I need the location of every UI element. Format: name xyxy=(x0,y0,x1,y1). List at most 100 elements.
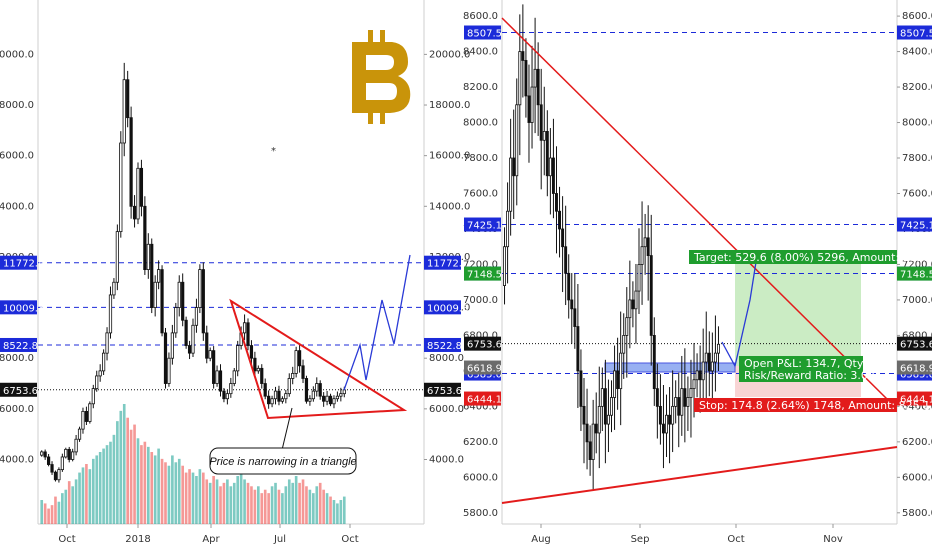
extra-price-tag-text: 7148.5 xyxy=(900,270,932,281)
candle-body xyxy=(512,157,516,177)
volume-bar xyxy=(109,441,112,524)
volume-bar xyxy=(50,505,54,524)
price-level-tag xyxy=(424,255,461,270)
volume-bar xyxy=(136,438,140,524)
candle-body xyxy=(545,131,549,177)
projected-path xyxy=(343,254,411,391)
candle-body xyxy=(646,237,650,256)
right-price-levels: 8507.58507.57425.17425.17148.87148.86753… xyxy=(464,25,932,406)
price-level-tag-text: 6753.6 xyxy=(900,340,932,351)
price-level-tag-text: 6753.6 xyxy=(467,340,502,351)
candle-body xyxy=(628,299,632,319)
y-tick-label: 18000.0 xyxy=(0,100,34,111)
volume-bar xyxy=(153,455,157,524)
volume-bar xyxy=(57,501,61,524)
candle-body xyxy=(91,388,95,405)
candle-body xyxy=(652,335,656,390)
projected-path-right xyxy=(721,261,757,368)
candle-body xyxy=(191,324,195,354)
volume-bar xyxy=(325,493,329,524)
candle-body xyxy=(225,393,229,400)
y-tick-label: 7200.0 xyxy=(463,259,498,270)
candle-body xyxy=(98,370,102,377)
callout-text: Price is narrowing in a triangle xyxy=(209,456,356,468)
price-level-tag-text: 7425.1 xyxy=(467,221,502,232)
candle-body xyxy=(129,117,133,207)
candle-body xyxy=(205,332,209,359)
candle-body xyxy=(249,345,254,359)
candle-body xyxy=(686,397,690,407)
candle-body xyxy=(57,469,61,481)
candle-body xyxy=(335,395,340,400)
volume-bar xyxy=(336,503,339,524)
candle-body xyxy=(105,332,109,354)
y-tick-label: 16000.0 xyxy=(0,151,34,162)
candle-body xyxy=(704,352,708,363)
candle-body xyxy=(649,255,653,336)
candle-body xyxy=(606,414,610,425)
y-tick-label: 20000.0 xyxy=(0,49,34,60)
price-level-tag xyxy=(424,382,461,397)
volume-bar xyxy=(322,489,325,524)
volume-bar xyxy=(222,482,226,524)
candle-body xyxy=(594,423,598,434)
candle-body xyxy=(655,388,659,407)
extra-price-tag-text: 6618.9 xyxy=(467,364,502,375)
price-level-tag xyxy=(464,217,501,232)
price-level-tag-text: 8507.5 xyxy=(467,29,502,40)
candle-body xyxy=(558,210,562,230)
candle-body xyxy=(270,398,274,405)
price-level-tag xyxy=(0,255,37,270)
volume-bar xyxy=(195,476,198,524)
candle-body xyxy=(582,405,586,425)
target-text: Target: 529.6 (8.00%) 5296, Amount: 1529 xyxy=(693,251,931,264)
target-zone xyxy=(735,262,861,366)
candle-body xyxy=(215,370,219,384)
y-tick-label: 8400.0 xyxy=(463,47,498,58)
candle-body xyxy=(613,370,617,398)
x-tick-label: Oct xyxy=(58,534,75,545)
y-tick-label: 5800.0 xyxy=(463,508,498,519)
candle-body xyxy=(698,370,702,381)
volume-bar xyxy=(98,452,102,524)
y-tick-label: 7800.0 xyxy=(463,153,498,164)
candle-body xyxy=(222,390,226,400)
candle-body xyxy=(640,246,644,265)
volume-bar xyxy=(301,479,305,524)
volume-bar xyxy=(267,493,270,524)
candle-body xyxy=(634,290,638,310)
extra-price-tag xyxy=(897,266,932,281)
candle-body xyxy=(339,393,343,397)
candle-body xyxy=(701,361,705,381)
candle-body xyxy=(328,395,333,405)
y-tick-label: 6000.0 xyxy=(0,404,34,415)
x-tick-label: 2018 xyxy=(125,534,150,545)
candle-body xyxy=(536,68,540,106)
y-tick-label: 6200.0 xyxy=(902,437,932,448)
candle-body xyxy=(294,350,298,374)
y-tick-label: 6800.0 xyxy=(463,330,498,341)
candle-body xyxy=(585,423,589,443)
volume-bar xyxy=(174,462,178,524)
candle-body xyxy=(201,269,205,334)
candle-body xyxy=(576,326,580,372)
price-level-tag xyxy=(424,337,461,352)
candle-body xyxy=(170,332,174,359)
volume-bar xyxy=(287,479,291,524)
y-tick-label: 5800.0 xyxy=(902,508,932,519)
candle-body xyxy=(263,383,267,397)
candle-body xyxy=(315,383,319,392)
volume-bar xyxy=(164,462,167,524)
volume-bar xyxy=(312,493,315,524)
candle-body xyxy=(208,350,212,359)
candle-body xyxy=(163,332,168,384)
volume-bar xyxy=(143,441,147,524)
volume-bar xyxy=(305,486,308,524)
candle-body xyxy=(689,388,693,398)
price-level-tag-text: 11772.4 xyxy=(3,259,44,270)
volume-bar xyxy=(188,469,191,524)
y-tick-label: 4000.0 xyxy=(429,454,464,465)
volume-bar xyxy=(122,404,126,524)
volume-bar xyxy=(71,486,74,524)
